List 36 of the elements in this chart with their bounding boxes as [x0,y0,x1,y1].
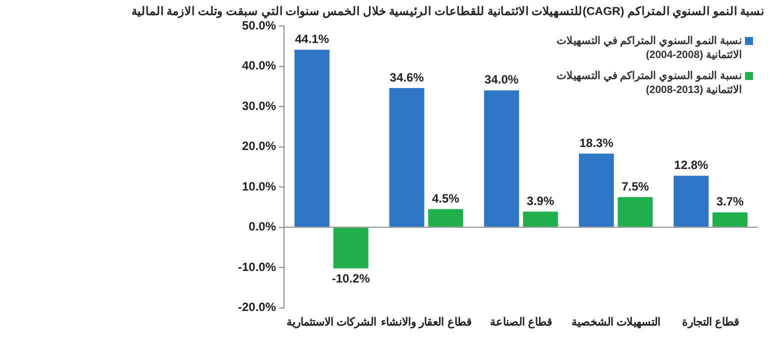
y-tick-label: 10.0% [242,179,276,194]
text: 34.0% [484,72,519,87]
y-tick-label: -10.0% [238,260,276,274]
y-tick-label: 30.0% [242,98,276,113]
bar [294,50,330,227]
chart-title: نسبة النمو السنوي المتراكم (CAGR)للتسهيلات الائتمانية للقطاعات الرئيسية خلال الخمس سنوات التي سبقت وتلت الازمة المالية [132,5,764,18]
y-tick-label: 20.0% [242,139,276,154]
bar [522,212,558,227]
legend-label: نسبة النمو السنوي المتراكم في التسهيلات الائتمانية (2008-2004) [555,34,742,62]
bar [618,197,653,227]
x-tick-label: قطاع التجارة [682,316,740,328]
text: 4.5% [432,191,460,206]
text: 44.1% [294,32,329,46]
text: 34.6% [390,70,424,84]
bar [578,154,614,227]
text: 3.9% [526,194,554,208]
x-tick-label: التسهيلات الشخصية [571,316,660,328]
bar [484,90,520,227]
y-tick-label: 50.0% [242,18,276,32]
bar [712,212,748,227]
text: 7.5% [622,179,649,194]
x-tick-label: الشركات الاستثمارية [286,316,376,328]
legend-label: نسبة النمو السنوي المتراكم في التسهيلات الائتمانية (2013-2008) [555,69,742,97]
text: 12.8% [674,158,708,172]
text: -10.2% [332,272,370,286]
y-tick-label: -20.0% [238,300,276,314]
text: 3.7% [716,194,744,209]
x-tick-label: قطاع العقار والانشاء [381,316,472,328]
text: 18.3% [579,136,614,150]
bar [674,176,709,227]
bar [333,228,368,268]
bar [428,209,464,227]
y-tick-label: 40.0% [242,58,276,73]
y-tick-label: 0.0% [248,220,276,234]
bar [389,88,424,227]
x-tick-label: قطاع الصناعة [490,316,552,328]
